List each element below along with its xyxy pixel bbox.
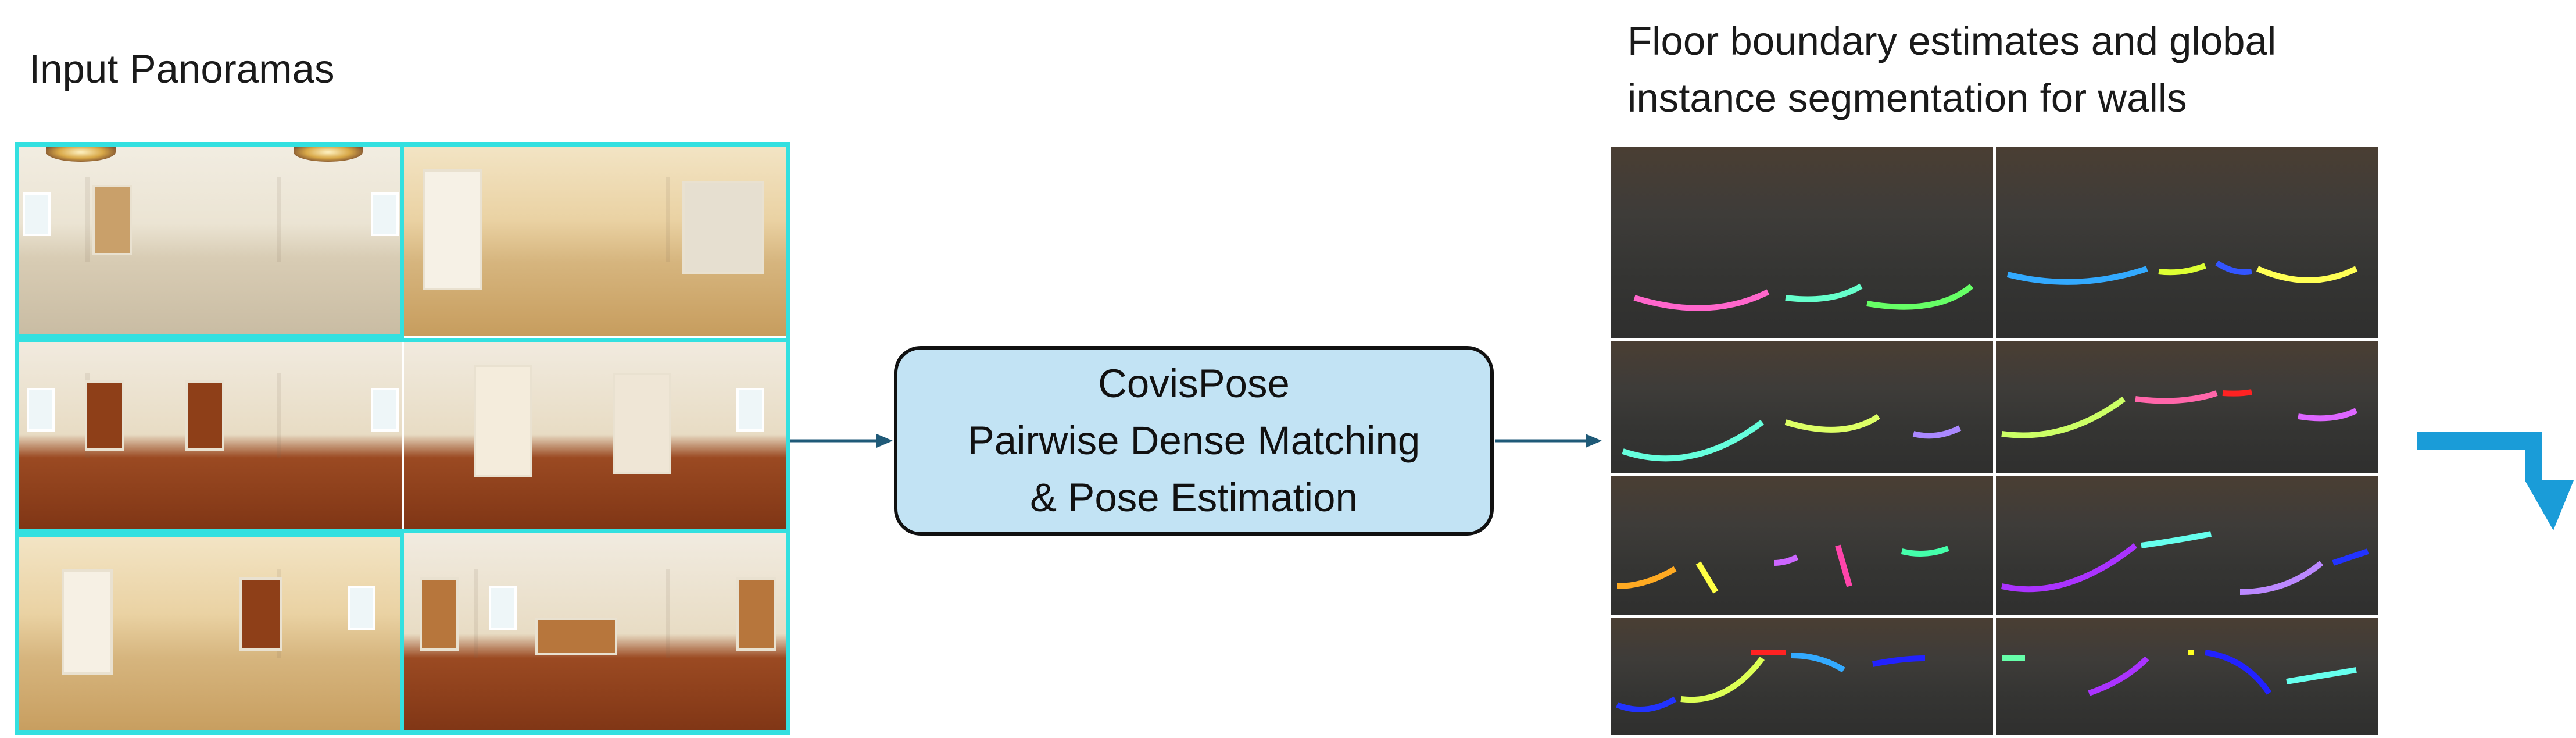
segmentation-image [1611,341,1993,473]
output-title-line1: Floor boundary estimates and global [1627,19,2277,63]
panorama-image [404,142,790,336]
segmentation-image [1996,147,2378,338]
panorama-image [15,338,402,531]
panorama-image [15,142,402,336]
output-title-line2: instance segmentation for walls [1627,76,2187,120]
arrowhead-icon [1586,434,1602,448]
segmentation-image [1611,476,1993,615]
process-box-line3: & Pose Estimation [1030,475,1358,520]
segmentation-image [1611,147,1993,338]
segmentation-image [1996,476,2378,615]
segmentation-image [1996,618,2378,735]
segmentation-image [1996,341,2378,473]
panorama-image [404,533,790,735]
panorama-image [404,338,790,531]
segmentation-image [1611,618,1993,735]
process-box-line1: CovisPose [1098,361,1290,407]
process-box-line2: Pairwise Dense Matching [967,418,1421,464]
panorama-image [15,533,402,735]
input-panorama-grid [15,142,790,735]
input-panoramas-title: Input Panoramas [29,47,335,91]
covispose-process-box: CovisPose Pairwise Dense Matching & Pose… [894,346,1494,536]
continue-arrow-icon [2417,432,2574,530]
arrowhead-icon [876,434,893,448]
